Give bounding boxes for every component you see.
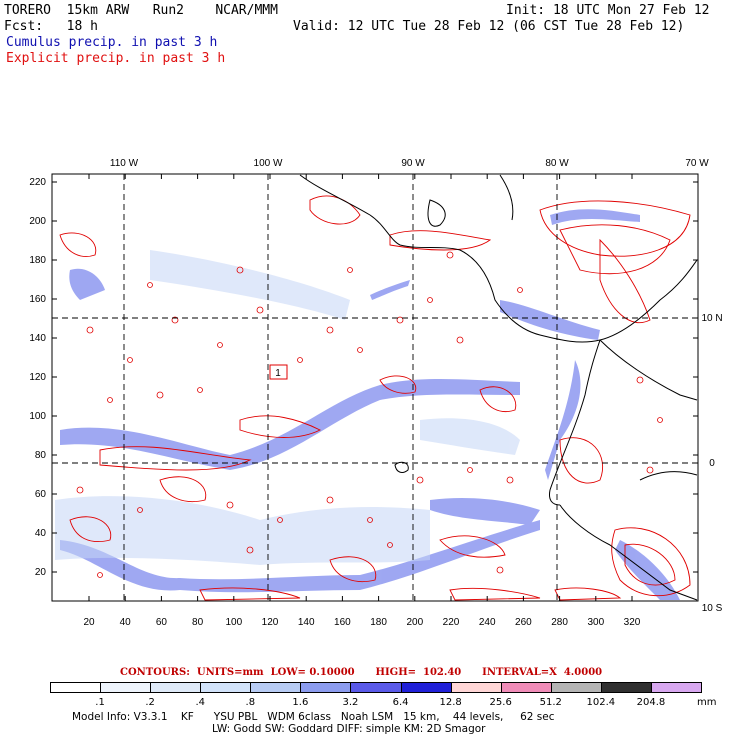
colorbar-label: 6.4 <box>392 697 409 708</box>
colorbar-cell <box>500 682 552 693</box>
x-tick-label: 60 <box>156 617 168 628</box>
marker-label: 1 <box>275 368 281 379</box>
colorbar-cell <box>300 682 352 693</box>
cumulus-light-shading <box>55 250 520 565</box>
colorbar-cell <box>350 682 402 693</box>
lon-label: 90 W <box>401 158 425 169</box>
y-tick-label: 200 <box>29 216 46 227</box>
valid-time: Valid: 12 UTC Tue 28 Feb 12 (06 CST Tue … <box>293 19 685 34</box>
model-info-line1: Model Info: V3.3.1 KF YSU PBL WDM 6class… <box>72 711 555 723</box>
y-tick-label: 220 <box>29 177 46 188</box>
colorbar-label: .4 <box>195 697 205 708</box>
colorbar-cell <box>50 682 102 693</box>
lon-label: 110 W <box>110 158 139 169</box>
lon-label: 80 W <box>545 158 569 169</box>
explicit-contours <box>59 195 691 601</box>
map-frame <box>51 173 699 602</box>
lat-label: 0 <box>709 458 715 469</box>
x-tick-label: 180 <box>370 617 387 628</box>
axis-ticks <box>52 174 698 601</box>
x-tick-label: 140 <box>298 617 315 628</box>
marker-box <box>269 364 288 380</box>
colorbar-cell <box>600 682 652 693</box>
x-tick-label: 260 <box>515 617 532 628</box>
x-tick-label: 280 <box>551 617 568 628</box>
y-tick-label: 120 <box>29 372 46 383</box>
y-tick-label: 60 <box>35 489 47 500</box>
y-tick-label: 140 <box>29 333 46 344</box>
explicit-speckle <box>76 251 663 578</box>
colorbar-unit: mm <box>697 697 717 708</box>
x-tick-label: 100 <box>225 617 242 628</box>
colorbar-label: 102.4 <box>586 697 616 708</box>
forecast-hour: Fcst: 18 h <box>4 19 98 34</box>
colorbar-label: 25.6 <box>489 697 512 708</box>
x-tick-label: 40 <box>120 617 132 628</box>
colorbar-label: .8 <box>245 697 256 708</box>
y-tick-label: 160 <box>29 294 46 305</box>
colorbar-cell <box>450 682 502 693</box>
colorbar-label: 1.6 <box>292 697 309 708</box>
colorbar-label: 12.8 <box>439 697 462 708</box>
cumulus-field-title: Cumulus precip. in past 3 h <box>6 35 218 50</box>
colorbar-label: .1 <box>95 697 105 708</box>
y-tick-label: 80 <box>35 450 47 461</box>
y-tick-label: 100 <box>29 411 46 422</box>
explicit-field-title: Explicit precip. in past 3 h <box>6 51 226 66</box>
colorbar-label: 3.2 <box>342 697 359 708</box>
x-tick-label: 120 <box>262 617 279 628</box>
lat-lon-grid <box>52 174 698 601</box>
x-tick-label: 160 <box>334 617 351 628</box>
colorbar-label: 204.8 <box>636 697 666 708</box>
x-tick-label: 300 <box>587 617 604 628</box>
colorbar-cell <box>400 682 452 693</box>
y-tick-label: 20 <box>35 567 47 578</box>
x-tick-label: 20 <box>83 617 95 628</box>
y-tick-label: 40 <box>35 528 47 539</box>
contours-info: CONTOURS: UNITS=mm LOW= 0.10000 HIGH= 10… <box>120 667 603 678</box>
lat-label: 10 S <box>702 603 723 614</box>
colorbar-cell <box>100 682 152 693</box>
x-tick-label: 320 <box>624 617 641 628</box>
y-tick-label: 180 <box>29 255 46 266</box>
lat-label: 10 N <box>701 313 722 324</box>
x-tick-label: 80 <box>192 617 204 628</box>
lon-label: 70 W <box>685 158 709 169</box>
lon-label: 100 W <box>254 158 283 169</box>
x-tick-label: 240 <box>479 617 496 628</box>
model-info-line2: LW: Godd SW: Goddard DIFF: simple KM: 2D… <box>212 723 486 735</box>
colorbar-cell <box>650 682 702 693</box>
colorbar-cell <box>550 682 602 693</box>
colorbar-cell <box>250 682 302 693</box>
coastlines <box>299 174 698 601</box>
x-tick-label: 220 <box>443 617 460 628</box>
x-tick-label: 200 <box>406 617 423 628</box>
colorbar-cell <box>150 682 202 693</box>
model-title: TORERO 15km ARW Run2 NCAR/MMM <box>4 3 278 18</box>
colorbar-cell <box>200 682 252 693</box>
colorbar-label: .2 <box>145 697 155 708</box>
init-time: Init: 18 UTC Mon 27 Feb 12 <box>506 3 710 18</box>
colorbar-label: 51.2 <box>539 697 562 708</box>
